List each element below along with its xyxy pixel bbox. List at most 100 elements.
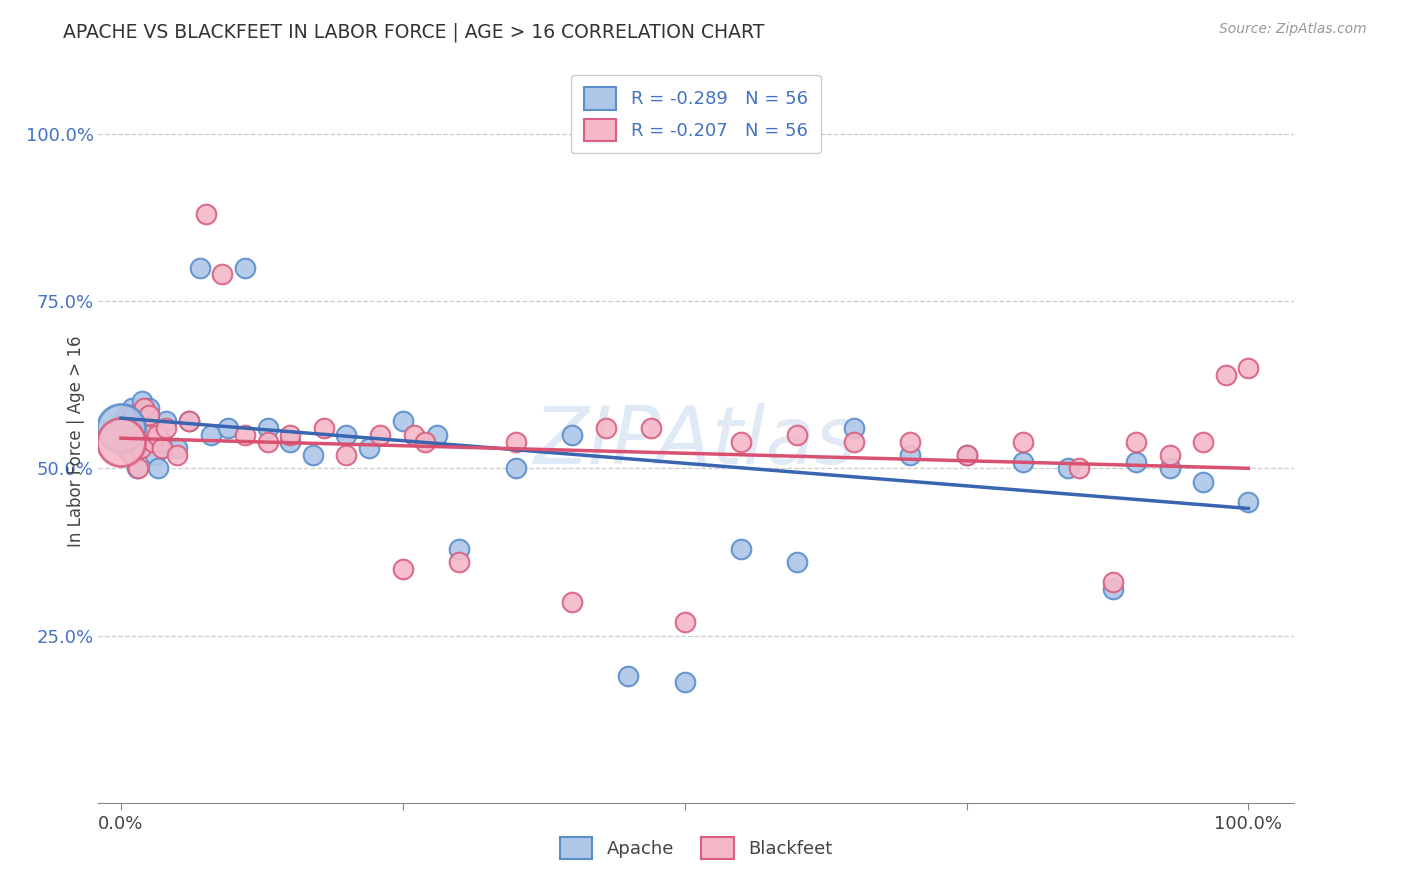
Point	[730, 434, 752, 449]
Point	[1159, 448, 1181, 462]
Point	[955, 448, 977, 462]
Point	[786, 555, 808, 569]
Point	[131, 394, 153, 409]
Point	[127, 461, 149, 475]
Point	[121, 401, 143, 416]
Point	[392, 414, 415, 429]
Point	[1192, 434, 1215, 449]
Point	[111, 421, 134, 435]
Point	[124, 414, 146, 429]
Point	[368, 427, 391, 442]
Point	[194, 207, 217, 221]
Point	[122, 408, 145, 422]
Point	[1125, 455, 1147, 469]
Point	[135, 427, 157, 442]
Point	[117, 427, 139, 442]
Point	[505, 434, 527, 449]
Point	[132, 427, 155, 442]
Point	[1215, 368, 1237, 382]
Point	[124, 434, 146, 449]
Point	[120, 448, 142, 462]
Point	[112, 414, 135, 429]
Point	[110, 434, 132, 449]
Point	[146, 427, 169, 442]
Point	[404, 427, 426, 442]
Point	[125, 461, 148, 475]
Point	[673, 675, 696, 690]
Y-axis label: In Labor Force | Age > 16: In Labor Force | Age > 16	[66, 335, 84, 548]
Point	[1069, 461, 1091, 475]
Point	[233, 427, 256, 442]
Point	[132, 401, 155, 416]
Point	[595, 421, 617, 435]
Point	[129, 442, 152, 455]
Point	[118, 442, 141, 455]
Point	[1102, 582, 1125, 596]
Point	[125, 421, 148, 435]
Point	[335, 448, 357, 462]
Point	[415, 434, 437, 449]
Point	[135, 434, 157, 449]
Point	[200, 427, 222, 442]
Point	[110, 421, 132, 435]
Point	[1192, 475, 1215, 489]
Point	[312, 421, 335, 435]
Point	[122, 427, 145, 442]
Point	[118, 434, 141, 449]
Point	[177, 414, 200, 429]
Point	[640, 421, 662, 435]
Point	[233, 260, 256, 275]
Point	[561, 427, 583, 442]
Point	[335, 427, 357, 442]
Point	[120, 421, 142, 435]
Text: ZIPAtlas: ZIPAtlas	[534, 402, 858, 481]
Point	[449, 555, 471, 569]
Point	[1237, 361, 1260, 376]
Point	[217, 421, 239, 435]
Point	[955, 448, 977, 462]
Point	[114, 421, 136, 435]
Point	[166, 442, 188, 455]
Point	[392, 562, 415, 576]
Point	[129, 421, 152, 435]
Point	[1012, 434, 1035, 449]
Point	[112, 414, 135, 429]
Legend: Apache, Blackfeet: Apache, Blackfeet	[553, 830, 839, 866]
Point	[131, 427, 153, 442]
Point	[150, 434, 173, 449]
Point	[256, 421, 278, 435]
Point	[1102, 575, 1125, 590]
Point	[1159, 461, 1181, 475]
Point	[786, 427, 808, 442]
Point	[177, 414, 200, 429]
Point	[1237, 494, 1260, 508]
Point	[124, 434, 146, 449]
Point	[121, 448, 143, 462]
Point	[730, 541, 752, 556]
Point	[426, 427, 449, 442]
Point	[673, 615, 696, 630]
Point	[357, 442, 380, 455]
Point	[115, 408, 138, 422]
Point	[301, 448, 323, 462]
Point	[211, 268, 233, 282]
Point	[128, 408, 150, 422]
Point	[278, 427, 301, 442]
Point	[128, 427, 150, 442]
Point	[150, 442, 173, 455]
Point	[256, 434, 278, 449]
Point	[898, 448, 921, 462]
Point	[1012, 455, 1035, 469]
Point	[278, 434, 301, 449]
Point	[117, 408, 139, 422]
Text: APACHE VS BLACKFEET IN LABOR FORCE | AGE > 16 CORRELATION CHART: APACHE VS BLACKFEET IN LABOR FORCE | AGE…	[63, 22, 765, 42]
Point	[118, 414, 141, 429]
Point	[155, 421, 177, 435]
Point	[143, 448, 166, 462]
Point	[127, 427, 149, 442]
Point	[617, 669, 640, 683]
Point	[561, 595, 583, 609]
Point	[449, 541, 471, 556]
Point	[138, 401, 160, 416]
Point	[114, 442, 136, 455]
